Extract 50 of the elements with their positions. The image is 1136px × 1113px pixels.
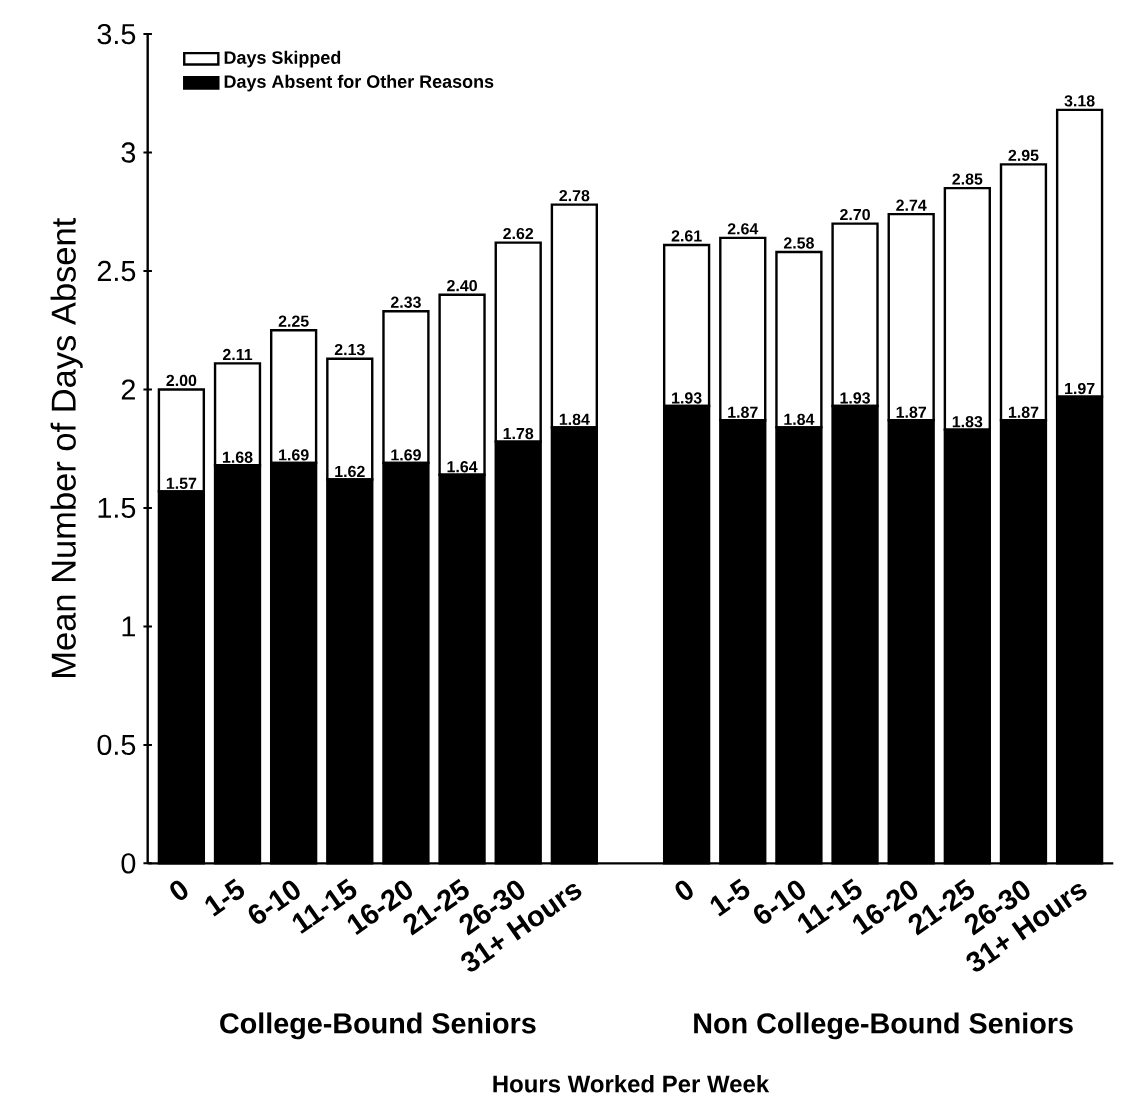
data-label: 1.87: [896, 406, 927, 418]
total-label: 2.95: [1008, 149, 1039, 161]
y-tick-label: 1.5: [98, 497, 136, 518]
y-tick-label: 2.5: [97, 260, 136, 282]
total-label: 2.85: [952, 173, 983, 185]
data-label: 1.69: [391, 449, 421, 461]
data-label: 1.78: [503, 427, 534, 440]
x-tick-label: 1-5: [205, 878, 245, 917]
data-label: 1.93: [840, 392, 870, 404]
x-tick-label: 0: [170, 880, 188, 900]
total-label: 2.11: [222, 348, 253, 360]
text: Non College-Bound Seniors: [694, 1012, 1073, 1040]
y-tick-label: 1: [122, 616, 135, 637]
legend-label: Days Absent for Other Reasons: [224, 74, 494, 92]
y-axis-title: Mean Number of Days Absent: [50, 217, 83, 677]
total-label: 2.74: [896, 199, 927, 211]
text: College-Bound Seniors: [220, 1012, 536, 1040]
y-tick-label: 2: [121, 379, 135, 400]
total-label: 2.61: [671, 230, 702, 242]
total-label: 2.00: [166, 374, 197, 386]
data-label: 1.93: [672, 392, 702, 404]
total-label: 2.58: [783, 237, 814, 249]
data-label: 1.87: [728, 406, 758, 418]
data-label: 1.64: [447, 460, 478, 473]
y-tick-label: 0: [121, 853, 136, 874]
total-label: 2.40: [447, 279, 477, 292]
y-tick-label: 3.5: [97, 23, 136, 45]
total-label: 2.25: [278, 315, 309, 327]
total-label: 2.78: [559, 189, 590, 202]
data-label: 1.57: [166, 477, 197, 489]
legend-label: Days Skipped: [224, 50, 341, 68]
y-tick-label: 0.5: [97, 734, 136, 755]
total-label: 2.70: [840, 208, 870, 221]
x-axis-title: Hours Worked Per Week: [493, 1074, 770, 1093]
x-tick-label: 1-5: [710, 878, 750, 917]
data-label: 1.84: [559, 413, 590, 425]
total-label: 3.18: [1064, 95, 1095, 107]
data-label: 1.69: [279, 449, 309, 461]
data-label: 1.83: [952, 415, 983, 428]
data-label: 1.87: [1008, 406, 1039, 418]
data-label: 1.97: [1065, 382, 1095, 395]
total-label: 2.33: [390, 296, 421, 308]
total-label: 2.64: [727, 223, 759, 235]
x-tick-label: 0: [675, 880, 693, 900]
total-label: 2.13: [334, 343, 365, 356]
data-label: 1.62: [335, 465, 365, 477]
data-label: 1.68: [222, 451, 253, 463]
y-tick-label: 3: [121, 142, 136, 163]
total-label: 2.62: [503, 227, 534, 240]
data-label: 1.84: [784, 413, 815, 425]
